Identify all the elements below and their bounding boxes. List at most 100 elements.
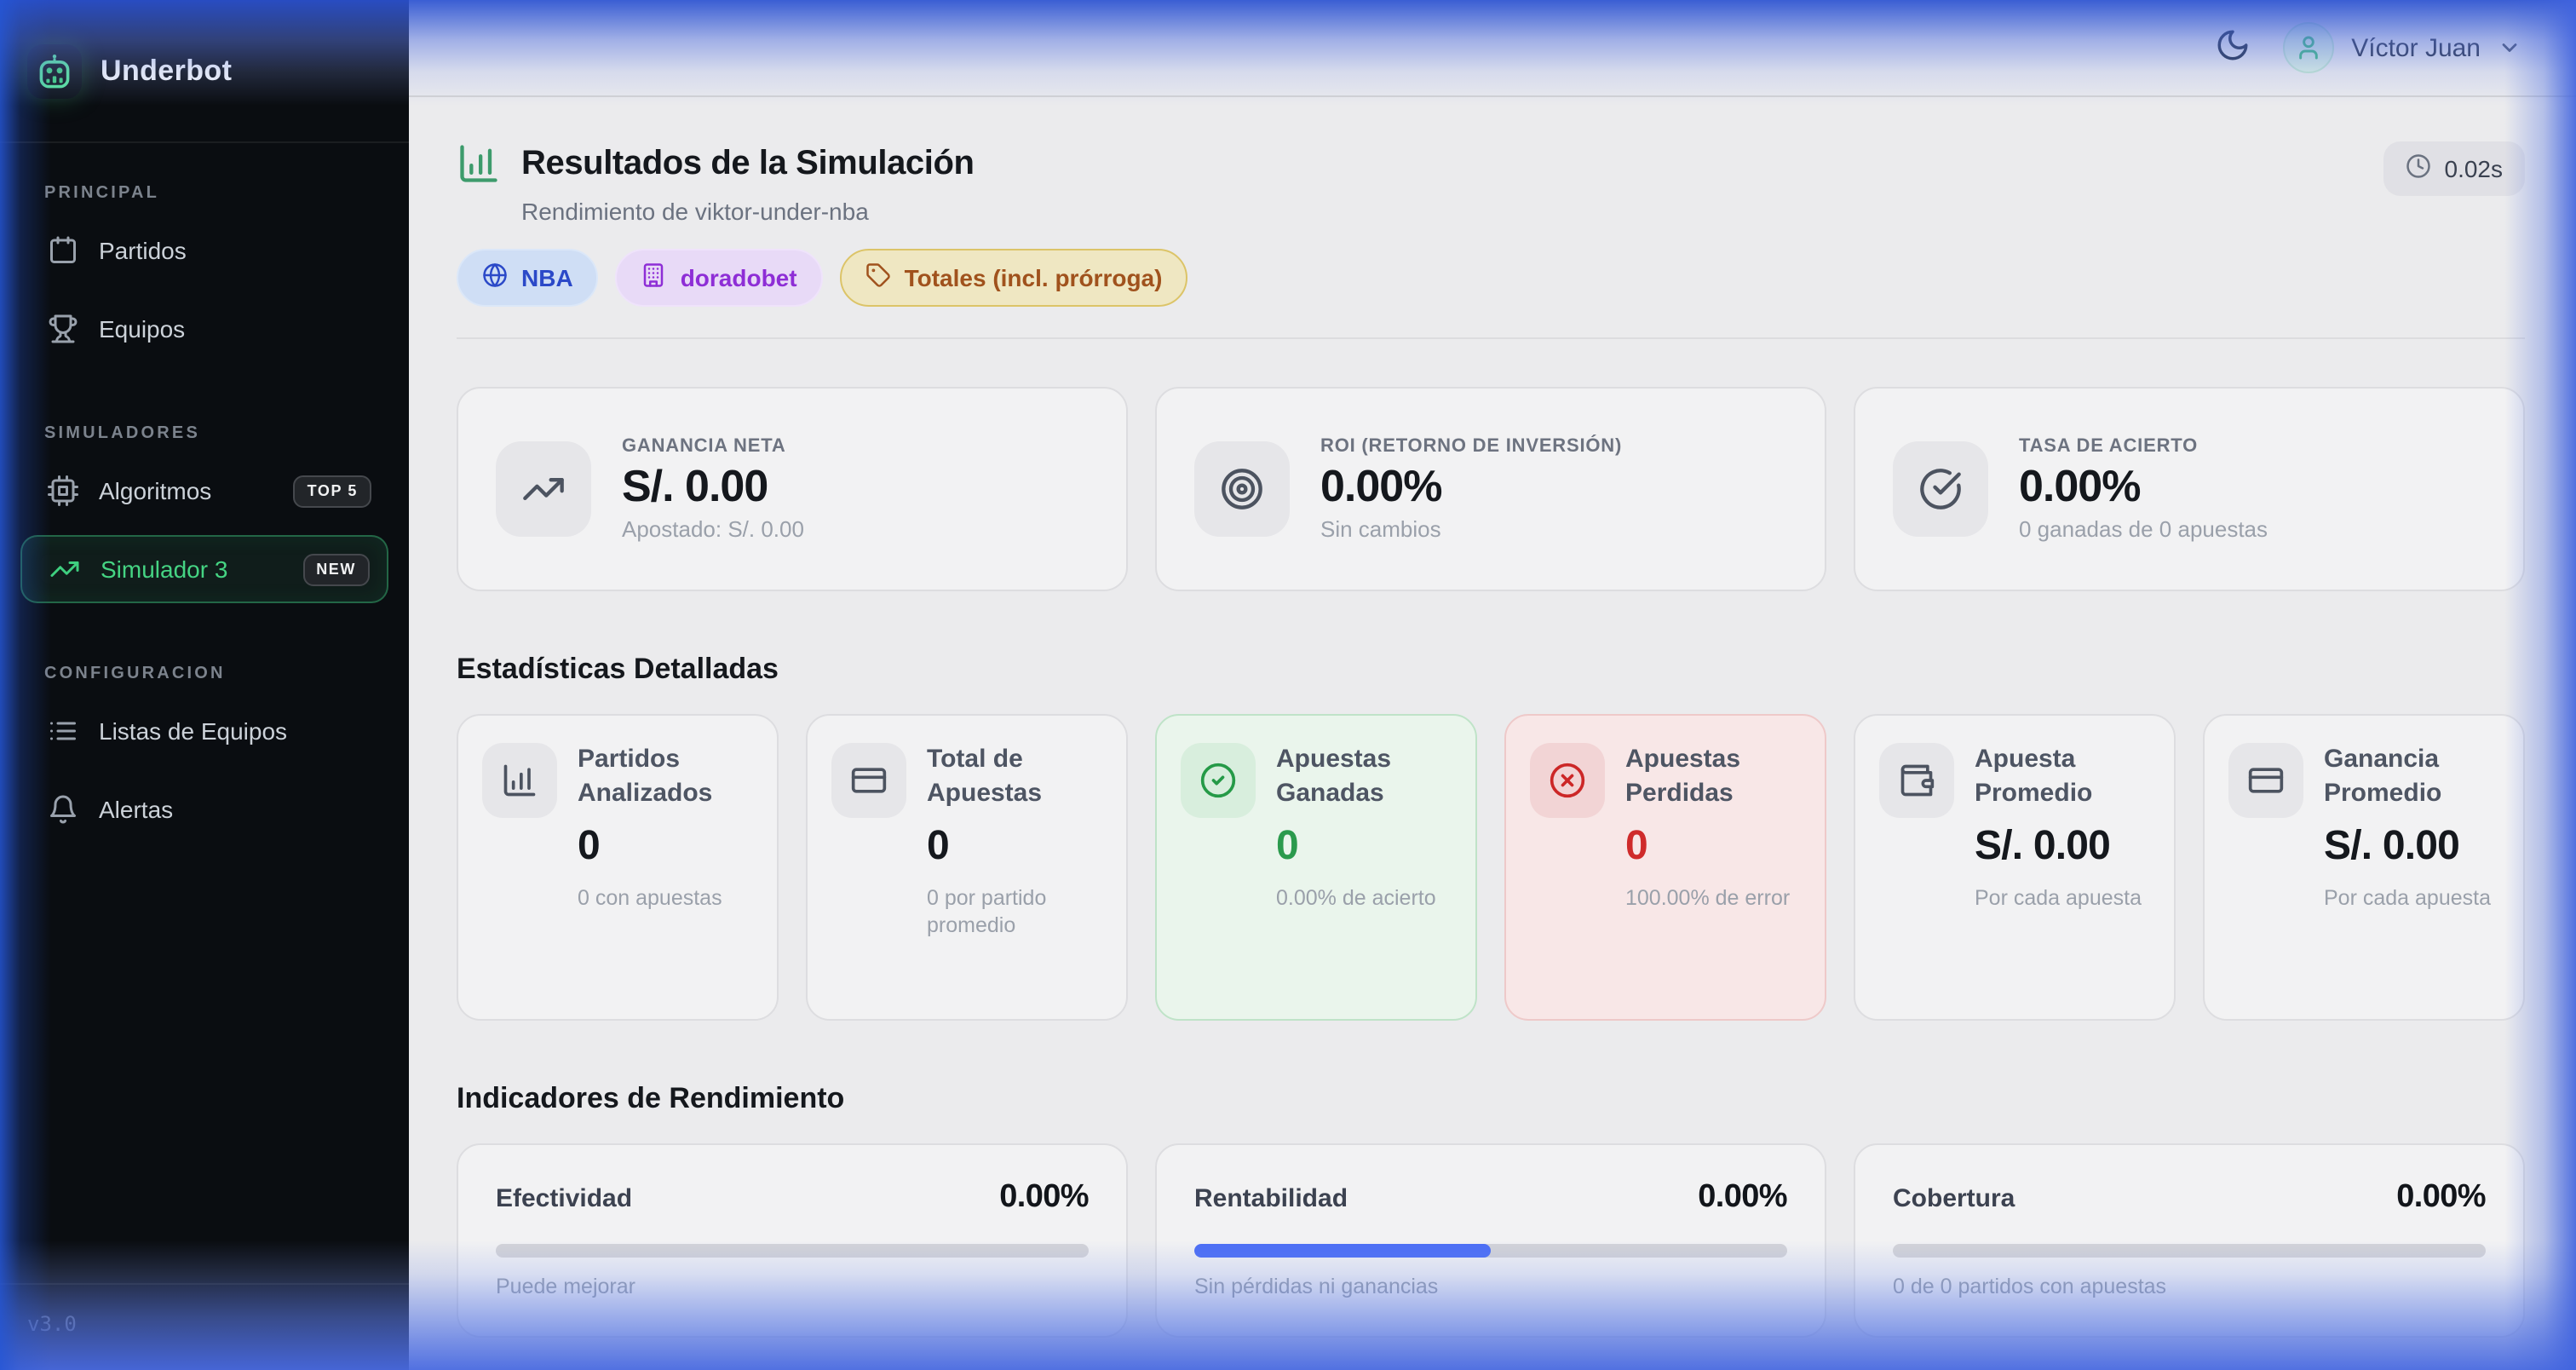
sidebar-item-alertas[interactable]: Alertas xyxy=(20,775,388,843)
stat-card-subtext: Por cada apuesta xyxy=(2324,885,2491,910)
context-badge-label: Totales (incl. prórroga) xyxy=(904,264,1163,291)
bar-chart-icon xyxy=(482,743,557,818)
summary-card-value: S/. 0.00 xyxy=(622,460,768,512)
avatar xyxy=(2283,22,2335,73)
chevron-down-icon xyxy=(2498,36,2521,60)
performance-card: Rentabilidad 0.00% Sin pérdidas ni ganan… xyxy=(1155,1143,1826,1338)
performance-card: Efectividad 0.00% Puede mejorar xyxy=(457,1143,1128,1338)
summary-card-label: ROI (RETORNO DE INVERSIÓN) xyxy=(1320,436,1623,458)
context-badges: NBA doradobet Totales (incl. prórroga) xyxy=(457,249,2525,307)
app-version: v3.0 xyxy=(27,1312,77,1336)
stat-card-value: 0 xyxy=(927,823,950,869)
stat-card-label: Total de Apuestas xyxy=(927,745,1043,807)
page-subtitle: Rendimiento de viktor-under-nba xyxy=(521,198,869,225)
sidebar-item-simulador-3[interactable]: Simulador 3 NEW xyxy=(20,535,388,603)
performance-card-label: Cobertura xyxy=(1893,1183,2015,1212)
sidebar-item-label: Partidos xyxy=(99,237,187,264)
cpu-icon xyxy=(48,475,78,506)
performance-card: Cobertura 0.00% 0 de 0 partidos con apue… xyxy=(1854,1143,2525,1338)
detailed-stats-heading: Estadísticas Detalladas xyxy=(457,653,779,685)
sidebar-section-label: SIMULADORES xyxy=(44,424,200,443)
stat-card-subtext: 0.00% de acierto xyxy=(1276,885,1436,910)
circle-check-icon xyxy=(1181,743,1256,818)
underbot-robot-logo-icon xyxy=(27,43,82,98)
moon-icon xyxy=(2214,27,2250,68)
stat-card-subtext: 0 por partido promedio xyxy=(927,885,1047,938)
performance-card-value: 0.00% xyxy=(2396,1179,2486,1215)
sidebar-item-badge: NEW xyxy=(302,553,370,585)
execution-time: 0.02s xyxy=(2444,155,2504,182)
stat-card-subtext: Por cada apuesta xyxy=(1975,885,2142,910)
stat-card-label: Partidos Analizados xyxy=(578,745,713,807)
sidebar-item-label: Listas de Equipos xyxy=(99,717,288,745)
performance-card-label: Efectividad xyxy=(496,1183,633,1212)
divider xyxy=(457,337,2525,339)
sidebar-item-algoritmos[interactable]: Algoritmos TOP 5 xyxy=(20,457,388,525)
sidebar-nav: PRINCIPAL Partidos Equipos SIMULADORES Algor… xyxy=(0,143,409,854)
stat-card: Apuesta Promedio S/. 0.00 Por cada apues… xyxy=(1854,714,2176,1021)
stat-card: Partidos Analizados 0 0 con apuestas xyxy=(457,714,779,1021)
trophy-icon xyxy=(48,314,78,344)
stat-card-value: 0 xyxy=(1625,823,1648,869)
check-big-icon xyxy=(1893,441,1988,537)
summary-card-value: 0.00% xyxy=(2019,460,2141,512)
context-badge: Totales (incl. prórroga) xyxy=(839,249,1188,307)
summary-card-subtext: Apostado: S/. 0.00 xyxy=(622,515,804,542)
user-menu[interactable]: Víctor Juan xyxy=(2283,22,2521,73)
credit-card-icon xyxy=(831,743,906,818)
stat-card-label: Ganancia Promedio xyxy=(2324,745,2442,807)
content: Resultados de la Simulación Rendimiento … xyxy=(409,97,2576,1370)
performance-cards: Efectividad 0.00% Puede mejorar Rentabil… xyxy=(457,1143,2525,1338)
globe-icon xyxy=(482,262,508,293)
stat-card: Apuestas Perdidas 0 100.00% de error xyxy=(1504,714,1826,1021)
building-icon xyxy=(641,262,667,293)
stat-card-subtext: 0 con apuestas xyxy=(578,885,722,910)
sidebar-item-listas-de-equipos[interactable]: Listas de Equipos xyxy=(20,697,388,765)
context-badge: doradobet xyxy=(615,249,823,307)
context-badge-label: NBA xyxy=(521,264,573,291)
bell-icon xyxy=(48,794,78,825)
summary-card-label: TASA DE ACIERTO xyxy=(2019,436,2199,458)
detailed-stats-cards: Partidos Analizados 0 0 con apuestas Tot… xyxy=(457,714,2525,1021)
stat-card-label: Apuesta Promedio xyxy=(1975,745,2093,807)
circle-x-icon xyxy=(1530,743,1605,818)
sidebar-item-partidos[interactable]: Partidos xyxy=(20,216,388,285)
summary-card: TASA DE ACIERTO 0.00% 0 ganadas de 0 apu… xyxy=(1854,387,2525,591)
performance-card-label: Rentabilidad xyxy=(1194,1183,1348,1212)
stat-card-label: Apuestas Ganadas xyxy=(1276,745,1392,807)
sidebar-item-label: Algoritmos xyxy=(99,477,212,504)
stat-card-value: 0 xyxy=(578,823,601,869)
progress-bar-track xyxy=(1194,1244,1787,1258)
dark-mode-toggle-button[interactable] xyxy=(2211,27,2252,68)
sidebar-section-label: CONFIGURACION xyxy=(44,665,226,683)
main-area: Víctor Juan Resultados de la Simulación … xyxy=(409,0,2576,1370)
sidebar-item-badge: TOP 5 xyxy=(293,475,371,507)
stat-card: Apuestas Ganadas 0 0.00% de acierto xyxy=(1155,714,1477,1021)
trending-up-icon xyxy=(496,441,591,537)
summary-card-label: GANANCIA NETA xyxy=(622,436,786,458)
sidebar-item-label: Alertas xyxy=(99,796,174,823)
sidebar-footer: v3.0 xyxy=(0,1283,409,1370)
progress-bar-track xyxy=(1893,1244,2486,1258)
stat-card: Ganancia Promedio S/. 0.00 Por cada apue… xyxy=(2203,714,2525,1021)
stat-card-subtext: 100.00% de error xyxy=(1625,885,1791,910)
performance-card-subtext: Puede mejorar xyxy=(496,1275,635,1298)
summary-card: GANANCIA NETA S/. 0.00 Apostado: S/. 0.0… xyxy=(457,387,1128,591)
stat-card-value: S/. 0.00 xyxy=(2324,823,2460,869)
stat-card-value: S/. 0.00 xyxy=(1975,823,2111,869)
performance-card-subtext: 0 de 0 partidos con apuestas xyxy=(1893,1275,2167,1298)
tag-icon xyxy=(865,262,891,293)
summary-card-subtext: Sin cambios xyxy=(1320,515,1441,542)
performance-card-value: 0.00% xyxy=(1698,1179,1787,1215)
context-badge-label: doradobet xyxy=(680,264,797,291)
credit-card-icon xyxy=(2228,743,2303,818)
stat-card-label: Apuestas Perdidas xyxy=(1625,745,1741,807)
sidebar-item-equipos[interactable]: Equipos xyxy=(20,295,388,363)
title-row: Resultados de la Simulación Rendimiento … xyxy=(457,141,2525,225)
app-title: Underbot xyxy=(101,54,233,86)
progress-bar-track xyxy=(496,1244,1089,1258)
summary-card: ROI (RETORNO DE INVERSIÓN) 0.00% Sin cam… xyxy=(1155,387,1826,591)
bar-chart-icon xyxy=(457,141,501,186)
topbar: Víctor Juan xyxy=(409,0,2576,97)
